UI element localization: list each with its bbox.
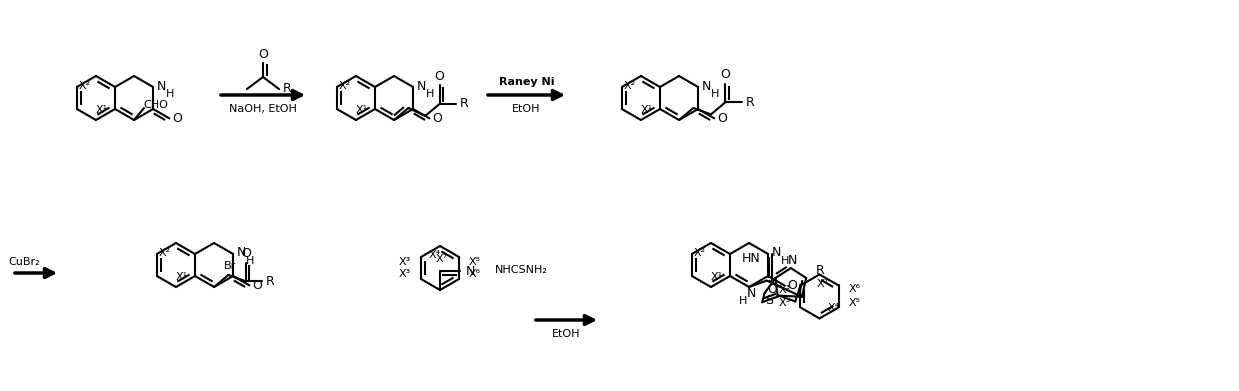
- Text: O: O: [767, 283, 777, 296]
- Text: N: N: [418, 79, 426, 93]
- Text: X⁶: X⁶: [470, 269, 481, 279]
- Text: CHO: CHO: [144, 100, 169, 110]
- Text: HN: HN: [741, 251, 760, 264]
- Text: O: O: [435, 70, 445, 83]
- Text: X³: X³: [399, 269, 411, 279]
- Text: O: O: [172, 112, 182, 125]
- Text: H: H: [711, 89, 720, 99]
- Text: H: H: [781, 256, 789, 266]
- Text: X⁷: X⁷: [817, 280, 829, 289]
- Text: N: N: [747, 287, 757, 300]
- Text: N: N: [237, 246, 247, 260]
- Text: R: R: [282, 83, 291, 95]
- Text: O: O: [787, 279, 797, 292]
- Text: O: O: [253, 279, 263, 292]
- Text: EtOH: EtOH: [553, 329, 581, 339]
- Text: X⁴: X⁴: [429, 250, 441, 260]
- Text: EtOH: EtOH: [512, 104, 540, 114]
- Text: X¹: X¹: [95, 105, 108, 115]
- Text: X⁵: X⁵: [849, 298, 861, 308]
- Text: X²: X²: [694, 248, 706, 258]
- Text: R: R: [746, 96, 755, 109]
- Text: NHCSNH₂: NHCSNH₂: [494, 265, 548, 275]
- Text: O: O: [258, 48, 268, 61]
- Text: X²: X²: [79, 81, 90, 91]
- Text: N: N: [157, 79, 166, 93]
- Text: X³: X³: [778, 298, 790, 308]
- Text: H: H: [247, 256, 254, 266]
- Text: N: N: [772, 246, 782, 260]
- Text: O: O: [432, 112, 442, 125]
- Text: X³: X³: [778, 285, 790, 295]
- Text: X²: X²: [623, 81, 636, 91]
- Text: X⁴: X⁴: [828, 303, 840, 314]
- Text: NaOH, EtOH: NaOH, EtOH: [229, 104, 297, 114]
- Text: X¹: X¹: [641, 105, 653, 115]
- Text: H: H: [738, 296, 747, 307]
- Text: N: N: [703, 79, 711, 93]
- Text: S: S: [766, 294, 773, 307]
- Text: N: N: [788, 254, 798, 267]
- Text: H: H: [166, 89, 175, 99]
- Text: N: N: [466, 265, 476, 278]
- Text: R: R: [460, 97, 468, 110]
- Text: H: H: [426, 89, 435, 99]
- Text: X¹: X¹: [711, 272, 724, 282]
- Text: X³: X³: [399, 257, 411, 267]
- Text: X⁷: X⁷: [436, 254, 449, 264]
- Text: X⁵: X⁵: [470, 257, 481, 267]
- Text: X¹: X¹: [356, 105, 368, 115]
- Text: X⁶: X⁶: [849, 284, 861, 294]
- Text: Br: Br: [224, 261, 237, 271]
- Text: Raney Ni: Raney Ni: [499, 77, 554, 87]
- Text: CuBr₂: CuBr₂: [7, 257, 40, 267]
- Text: X²: X²: [159, 248, 171, 258]
- Text: O: O: [242, 247, 250, 260]
- Text: X¹: X¹: [176, 272, 188, 282]
- Text: R: R: [815, 264, 825, 276]
- Text: O: O: [720, 68, 730, 81]
- Text: O: O: [717, 112, 727, 125]
- Text: X²: X²: [338, 81, 351, 91]
- Text: R: R: [266, 275, 275, 288]
